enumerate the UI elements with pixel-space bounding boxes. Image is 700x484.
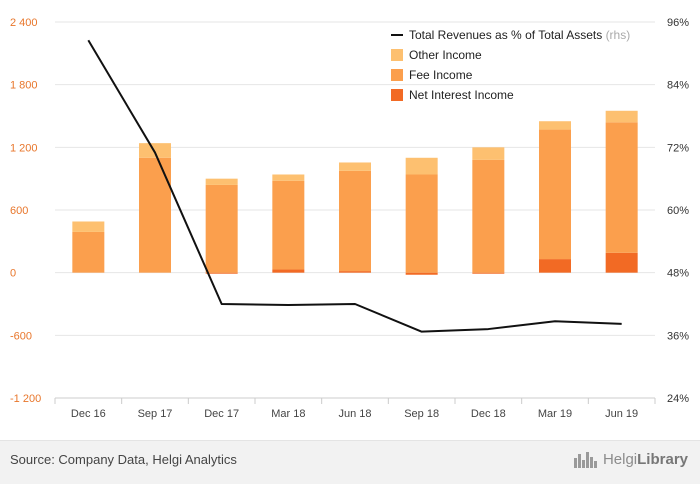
x-tick-label: Dec 16 [71,408,106,420]
bar-segment-0 [472,272,505,274]
footer: Source: Company Data, Helgi Analytics He… [0,440,700,484]
bar-segment-1 [72,231,105,273]
right-tick-label: 84% [667,80,689,92]
legend-label-line: Total Revenues as % of Total Assets (rhs… [409,28,630,42]
bar-segment-1 [405,174,438,273]
bar-segment-2 [72,221,105,232]
left-tick-label: 600 [10,205,28,217]
x-tick-label: Mar 19 [538,408,572,420]
source-text: Source: Company Data, Helgi Analytics [10,452,237,467]
bar-segment-1 [205,184,238,273]
bar-segment-2 [139,143,171,158]
legend: Total Revenues as % of Total Assets (rhs… [391,28,630,102]
bar-segment-2 [272,174,305,181]
logo-text: HelgiLibrary [602,450,688,468]
bar-segment-1 [139,157,171,273]
right-tick-label: 36% [667,330,689,342]
bar-segment-1 [472,159,505,273]
bar-segment-2 [539,121,571,130]
x-tick-label: Dec 18 [471,408,506,420]
legend-label: Other Income [409,48,482,62]
right-tick-label: 48% [667,268,689,280]
bar-segment-0 [339,271,371,273]
bar-segment-0 [539,259,571,273]
bar-segment-1 [539,129,571,260]
helgi-library-logo: HelgiLibrary [573,450,688,468]
bar-segment-1 [272,180,305,270]
left-tick-label: 1 800 [10,80,38,92]
x-tick-label: Dec 17 [204,408,239,420]
x-tick-label: Sep 17 [138,408,173,420]
bar-segment-2 [472,147,505,160]
bar-segment-0 [205,272,238,274]
bar-segment-0 [605,252,638,273]
x-tick-label: Mar 18 [271,408,305,420]
x-tick-label: Jun 19 [605,408,638,420]
bar-segment-0 [272,269,305,273]
city-skyline-icon [573,452,597,468]
x-tick-label: Jun 18 [338,408,371,420]
left-tick-label: 0 [10,268,16,280]
bar-segment-2 [339,162,371,171]
bar-segment-0 [405,272,438,275]
left-axis: -1 200 -600 0 600 1 200 1 800 2 400 [10,17,41,405]
left-tick-label: -1 200 [10,393,41,405]
revenue-chart: -1 200 -600 0 600 1 200 1 800 2 400 24% 36% 48% 6… [10,17,689,420]
legend-swatch [391,49,403,61]
right-axis: 24% 36% 48% 60% 72% 84% 96% [667,17,689,405]
right-tick-label: 72% [667,142,689,154]
bar-segment-2 [405,157,438,175]
right-tick-label: 60% [667,205,689,217]
x-tick-label: Sep 18 [404,408,439,420]
legend-swatch [391,69,403,81]
bar-segment-2 [605,110,638,123]
left-tick-label: 2 400 [10,17,38,29]
line-series [87,39,622,333]
revenue-ratio-line [87,39,622,333]
right-tick-label: 96% [667,17,689,29]
bar-segment-1 [605,122,638,253]
bar-segment-1 [339,170,371,272]
right-tick-label: 24% [667,393,689,405]
legend-label: Net Interest Income [409,88,514,102]
x-axis: Dec 16 Sep 17 Dec 17 Mar 18 Jun 18 Sep 18 Dec … [54,397,656,420]
legend-label: Fee Income [409,68,473,82]
left-tick-label: 1 200 [10,142,38,154]
legend-swatch [391,89,403,101]
bar-segment-2 [205,178,238,185]
left-tick-label: -600 [10,330,32,342]
bar-series [72,110,638,275]
